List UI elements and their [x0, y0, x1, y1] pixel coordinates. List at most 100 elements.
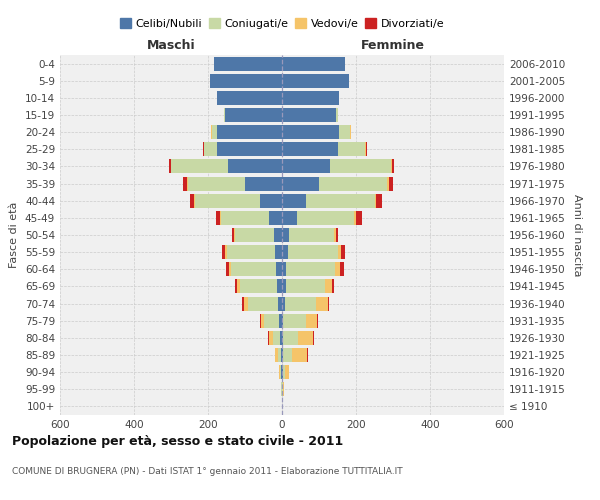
Bar	[289, 228, 334, 242]
Bar	[282, 176, 319, 190]
Bar	[203, 142, 204, 156]
Bar	[275, 245, 282, 259]
Bar	[282, 74, 349, 88]
Bar	[283, 382, 284, 396]
Bar	[226, 245, 227, 259]
Bar	[229, 160, 282, 173]
Bar	[278, 348, 281, 362]
Bar	[283, 348, 292, 362]
Bar	[229, 262, 232, 276]
Bar	[286, 280, 325, 293]
Bar	[284, 365, 289, 379]
Bar	[282, 194, 306, 207]
Bar	[325, 280, 332, 293]
Bar	[283, 365, 284, 379]
Bar	[341, 245, 345, 259]
Bar	[274, 228, 282, 242]
Bar	[292, 348, 307, 362]
Bar	[264, 314, 279, 328]
Bar	[391, 160, 392, 173]
Bar	[235, 280, 237, 293]
Bar	[260, 194, 282, 207]
Y-axis label: Anni di nascita: Anni di nascita	[572, 194, 582, 276]
Bar	[220, 211, 221, 225]
Bar	[194, 194, 195, 207]
Bar	[248, 296, 278, 310]
Bar	[279, 314, 282, 328]
Bar	[392, 160, 394, 173]
Bar	[282, 211, 297, 225]
Bar	[187, 176, 188, 190]
Bar	[235, 228, 274, 242]
Bar	[307, 348, 308, 362]
Bar	[305, 314, 317, 328]
Bar	[389, 176, 393, 190]
Bar	[269, 211, 282, 225]
Bar	[340, 262, 344, 276]
Bar	[335, 228, 337, 242]
Bar	[171, 160, 229, 173]
Bar	[337, 142, 365, 156]
Bar	[217, 142, 282, 156]
Bar	[282, 348, 283, 362]
Bar	[306, 194, 374, 207]
Bar	[216, 211, 220, 225]
Legend: Celibi/Nubili, Coniugati/e, Vedovi/e, Divorziati/e: Celibi/Nubili, Coniugati/e, Vedovi/e, Di…	[115, 14, 449, 34]
Bar	[212, 125, 217, 139]
Bar	[298, 331, 313, 345]
Bar	[376, 194, 382, 207]
Bar	[217, 125, 282, 139]
Bar	[287, 245, 337, 259]
Bar	[282, 262, 286, 276]
Bar	[366, 142, 367, 156]
Bar	[276, 262, 282, 276]
Bar	[232, 228, 234, 242]
Bar	[260, 314, 264, 328]
Bar	[273, 331, 280, 345]
Bar	[234, 228, 235, 242]
Bar	[282, 56, 345, 70]
Bar	[224, 108, 282, 122]
Bar	[282, 245, 287, 259]
Bar	[188, 176, 245, 190]
Bar	[335, 262, 340, 276]
Bar	[204, 142, 217, 156]
Bar	[237, 280, 240, 293]
Bar	[195, 194, 260, 207]
Bar	[334, 228, 335, 242]
Bar	[281, 348, 282, 362]
Y-axis label: Fasce di età: Fasce di età	[10, 202, 19, 268]
Bar	[242, 296, 244, 310]
Bar	[313, 331, 314, 345]
Bar	[226, 262, 229, 276]
Bar	[190, 194, 194, 207]
Bar	[210, 74, 282, 88]
Bar	[282, 160, 330, 173]
Bar	[340, 125, 350, 139]
Bar	[280, 365, 281, 379]
Bar	[281, 365, 282, 379]
Bar	[232, 262, 276, 276]
Bar	[285, 296, 316, 310]
Bar	[282, 91, 340, 105]
Bar	[282, 365, 283, 379]
Bar	[286, 262, 335, 276]
Bar	[297, 211, 354, 225]
Bar	[332, 280, 334, 293]
Bar	[240, 280, 277, 293]
Bar	[282, 108, 335, 122]
Bar	[316, 296, 328, 310]
Bar	[245, 176, 282, 190]
Bar	[335, 108, 337, 122]
Bar	[283, 314, 305, 328]
Bar	[277, 280, 282, 293]
Text: Femmine: Femmine	[361, 38, 425, 52]
Bar	[283, 331, 298, 345]
Bar	[282, 331, 283, 345]
Bar	[169, 160, 170, 173]
Bar	[337, 245, 341, 259]
Bar	[275, 348, 278, 362]
Bar	[330, 160, 391, 173]
Bar	[280, 331, 282, 345]
Bar	[221, 211, 269, 225]
